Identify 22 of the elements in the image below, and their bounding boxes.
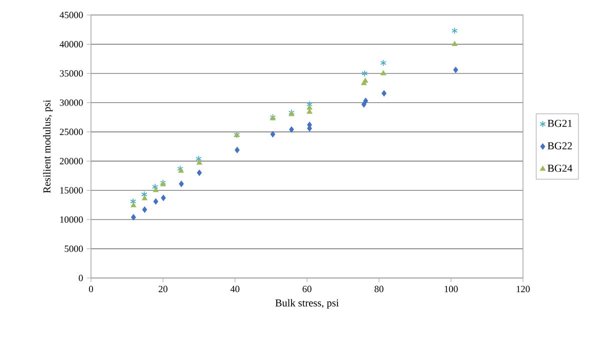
x-tick-label: 120 bbox=[516, 286, 530, 292]
x-tick-label: 20 bbox=[158, 286, 168, 292]
y-tick-label: 5000 bbox=[64, 246, 83, 252]
y-tick-label: 25000 bbox=[60, 128, 83, 136]
x-tick-label: 0 bbox=[88, 286, 94, 292]
y-tick-label: 20000 bbox=[60, 158, 83, 164]
y-tick-label: 30000 bbox=[60, 99, 83, 106]
legend-label: BG21 bbox=[548, 120, 572, 127]
y-tick-label: 45000 bbox=[60, 12, 83, 18]
y-tick-label: 0 bbox=[78, 274, 83, 282]
x-tick-label: 60 bbox=[302, 286, 312, 292]
x-tick-label: 40 bbox=[230, 286, 240, 292]
y-tick-label: 15000 bbox=[60, 187, 83, 194]
legend-label: BG24 bbox=[548, 164, 572, 172]
x-tick-label: 100 bbox=[444, 286, 458, 292]
y-tick-label: 10000 bbox=[60, 216, 83, 223]
y-tick-label: 40000 bbox=[60, 41, 83, 48]
y-axis-title: Resilient modulus, psi bbox=[43, 100, 53, 194]
x-axis-title: Bulk stress, psi bbox=[275, 299, 339, 309]
x-tick-label: 80 bbox=[374, 286, 384, 292]
y-tick-label: 35000 bbox=[60, 70, 83, 77]
legend-label: BG22 bbox=[548, 142, 572, 150]
